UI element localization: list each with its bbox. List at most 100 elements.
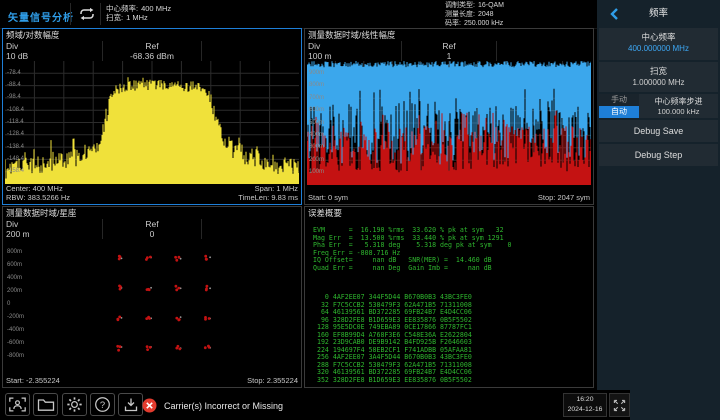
ref-label: Ref bbox=[106, 219, 197, 229]
clock-display: 16:20 2024-12-16 bbox=[563, 393, 607, 417]
folder-icon[interactable] bbox=[33, 393, 58, 416]
freq-step-button[interactable]: 手动 自动 中心频率步进 100.000 kHz bbox=[599, 94, 718, 118]
start-readout: Start: -2.355224 bbox=[6, 376, 60, 385]
y-axis-tick: 100m bbox=[309, 169, 324, 175]
center-freq-value: 400 MHz bbox=[141, 4, 171, 13]
div-value: 100 m bbox=[308, 51, 398, 61]
divider bbox=[70, 3, 71, 25]
screenshot-icon[interactable] bbox=[5, 393, 30, 416]
span-label: 扫宽: bbox=[106, 13, 123, 22]
spectrum-panel-title: 频域/对数幅度 bbox=[3, 29, 301, 41]
y-axis-tick: -400m bbox=[7, 327, 24, 333]
settings-gear-icon[interactable] bbox=[62, 393, 87, 416]
magnitude-panel-title: 测量数据时域/线性幅度 bbox=[305, 29, 593, 41]
center-freq-label: 中心频率: bbox=[106, 4, 138, 13]
manual-option[interactable]: 手动 bbox=[599, 94, 639, 106]
auto-option[interactable]: 自动 bbox=[599, 106, 639, 118]
timelen-readout: TimeLen: 9.83 ms bbox=[238, 193, 298, 202]
magnitude-panel-header: Div100 m Ref1 bbox=[305, 41, 593, 61]
top-status-bar: 矢量信号分析 中心频率:400 MHz 扫宽:1 MHz 调制类型:16-QAM… bbox=[0, 0, 597, 29]
span-value: 1 MHz bbox=[126, 13, 148, 22]
y-axis-tick: 800m bbox=[309, 82, 324, 88]
y-axis-tick: 0 bbox=[7, 301, 10, 307]
svg-text:?: ? bbox=[100, 400, 105, 411]
constellation-panel-header: Div200 m Ref0 bbox=[3, 219, 301, 239]
y-axis-tick: 300m bbox=[309, 144, 324, 150]
date-value: 2024-12-16 bbox=[564, 405, 606, 415]
stop-readout: Stop: 2047 sym bbox=[538, 193, 590, 202]
error-badge-icon bbox=[142, 398, 157, 413]
error-summary-title: 误差概要 bbox=[305, 207, 593, 219]
div-label: Div bbox=[6, 219, 99, 229]
spectrum-panel[interactable]: 频域/对数幅度 Div10 dB Ref-68.36 dBm -78.4-88.… bbox=[2, 28, 302, 205]
y-axis-tick: -108.4 bbox=[7, 107, 24, 113]
center-frequency-label: 中心频率 bbox=[599, 28, 718, 43]
meas-len-value: 2048 bbox=[478, 11, 494, 18]
vsa-app-window: 矢量信号分析 中心频率:400 MHz 扫宽:1 MHz 调制类型:16-QAM… bbox=[0, 0, 720, 420]
div-value: 10 dB bbox=[6, 51, 99, 61]
spectrum-plot[interactable]: -78.4-88.4-98.4-108.4-118.4-128.4-138.4-… bbox=[5, 61, 299, 184]
ref-value: 1 bbox=[405, 51, 493, 61]
y-axis-tick: 700m bbox=[309, 95, 324, 101]
start-readout: Start: 0 sym bbox=[308, 193, 348, 202]
div-label: Div bbox=[308, 41, 398, 51]
y-axis-tick: -158.4 bbox=[7, 168, 24, 174]
constellation-panel[interactable]: 测量数据时域/星座 Div200 m Ref0 800m600m400m200m… bbox=[2, 206, 302, 388]
freq-step-label: 中心频率步进 bbox=[639, 94, 718, 107]
repeat-sweep-icon[interactable] bbox=[76, 6, 98, 27]
y-axis-tick: 500m bbox=[309, 120, 324, 126]
y-axis-tick: 600m bbox=[309, 107, 324, 113]
y-axis-tick: -78.4 bbox=[7, 70, 21, 76]
divider bbox=[100, 3, 101, 25]
y-axis-tick: 400m bbox=[7, 275, 22, 281]
demod-bits-hex-dump: 0 4AF2EE07 344F5D44 B670B0B3 43BC3FE0 32… bbox=[313, 294, 472, 384]
constellation-plot[interactable]: 800m600m400m200m0-200m-400m-600m-800m bbox=[5, 239, 299, 369]
span-readout: Span: 1 MHz bbox=[255, 184, 298, 193]
span-value: 1.000000 MHz bbox=[599, 77, 718, 88]
span-button[interactable]: 扫宽 1.000000 MHz bbox=[599, 62, 718, 92]
menu-back-button[interactable]: 频率 bbox=[597, 0, 720, 28]
symbol-rate-label: 码率: bbox=[445, 20, 461, 27]
y-axis-tick: -118.4 bbox=[7, 119, 24, 125]
y-axis-tick: -98.4 bbox=[7, 94, 21, 100]
frequency-summary: 中心频率:400 MHz 扫宽:1 MHz bbox=[106, 4, 174, 22]
symbol-rate-value: 250.000 kHz bbox=[464, 20, 503, 27]
ref-label: Ref bbox=[106, 41, 197, 51]
mod-type-value: 16-QAM bbox=[478, 2, 504, 9]
y-axis-tick: -128.4 bbox=[7, 131, 24, 137]
expand-arrows-icon[interactable] bbox=[609, 393, 630, 417]
debug-save-button[interactable]: Debug Save bbox=[599, 120, 718, 142]
help-icon[interactable]: ? bbox=[90, 393, 115, 416]
y-axis-tick: 400m bbox=[309, 132, 324, 138]
rbw-readout: RBW: 383.5266 Hz bbox=[6, 193, 70, 202]
magnitude-plot[interactable]: 900m 800m 700m 600m 500m 400m 300m 200m 100m bbox=[307, 61, 591, 185]
y-axis-tick: 200m bbox=[309, 157, 324, 163]
error-summary-panel[interactable]: 误差概要 EVM = 16.190 %rms 33.620 % pk at sy… bbox=[304, 206, 594, 388]
status-alert: Carrier(s) Incorrect or Missing bbox=[142, 398, 283, 413]
div-value: 200 m bbox=[6, 229, 99, 239]
meas-len-label: 测量长度: bbox=[445, 11, 475, 18]
error-metrics-text: EVM = 16.190 %rms 33.620 % pk at sym 32 … bbox=[313, 227, 512, 272]
mod-type-label: 调制类型: bbox=[445, 2, 475, 9]
y-axis-tick: 200m bbox=[7, 288, 22, 294]
center-frequency-button[interactable]: 中心频率 400.000000 MHz bbox=[599, 28, 718, 60]
modulation-summary: 调制类型:16-QAM 测量长度:2048 码率:250.000 kHz bbox=[445, 1, 507, 28]
y-axis-tick: 900m bbox=[309, 70, 324, 76]
frequency-menu-sidebar: 频率 中心频率 400.000000 MHz 扫宽 1.000000 MHz 手… bbox=[597, 0, 720, 420]
debug-step-button[interactable]: Debug Step bbox=[599, 144, 718, 166]
y-axis-tick: 800m bbox=[7, 249, 22, 255]
y-axis-tick: -200m bbox=[7, 314, 24, 320]
chevron-left-icon bbox=[609, 7, 619, 26]
save-icon[interactable] bbox=[118, 393, 143, 416]
ref-value: -68.36 dBm bbox=[106, 51, 197, 61]
constellation-footer: Start: -2.355224 Stop: 2.355224 bbox=[6, 376, 298, 385]
stop-readout: Stop: 2.355224 bbox=[247, 376, 298, 385]
spectrum-panel-header: Div10 dB Ref-68.36 dBm bbox=[3, 41, 301, 61]
span-label: 扫宽 bbox=[599, 62, 718, 77]
spectrum-footer: Center: 400 MHzSpan: 1 MHz RBW: 383.5266… bbox=[6, 184, 298, 202]
magnitude-panel[interactable]: 测量数据时域/线性幅度 Div100 m Ref1 900m800m700m60… bbox=[304, 28, 594, 205]
app-title: 矢量信号分析 bbox=[8, 9, 74, 24]
center-frequency-value: 400.000000 MHz bbox=[599, 43, 718, 54]
alert-message: Carrier(s) Incorrect or Missing bbox=[164, 401, 283, 411]
constellation-panel-title: 测量数据时域/星座 bbox=[3, 207, 301, 219]
